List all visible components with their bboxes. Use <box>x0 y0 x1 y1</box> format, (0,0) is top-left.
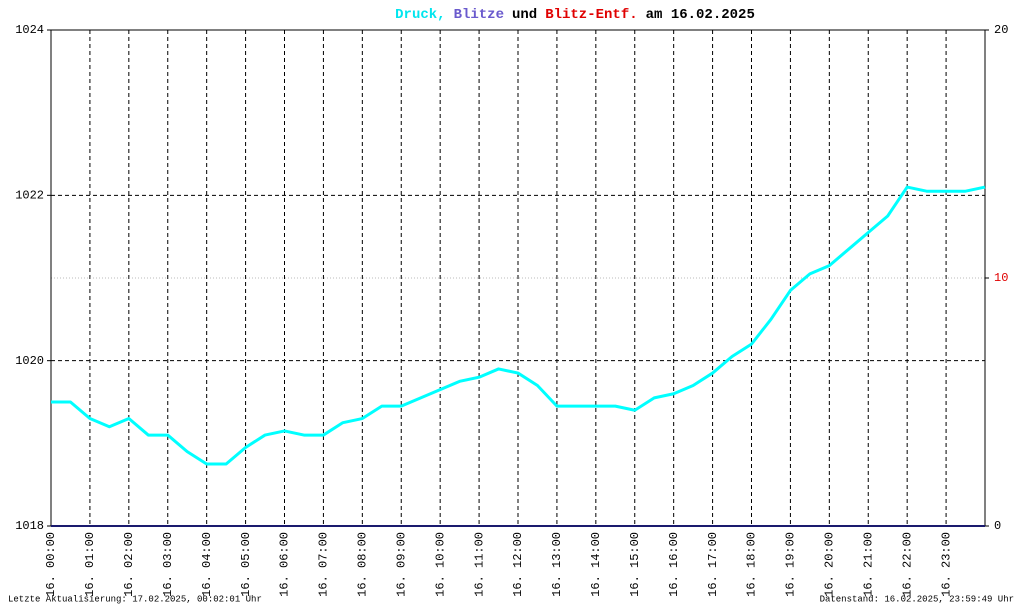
title-part: Blitze <box>454 7 504 23</box>
title-part: Druck, <box>395 7 445 23</box>
x-tick-label: 16. 13:00 <box>550 532 564 597</box>
chart-title: Druck, Blitze und Blitz-Entf. am 16.02.2025 <box>395 7 755 23</box>
x-tick-label: 16. 18:00 <box>745 532 759 597</box>
x-tick-label: 16. 23:00 <box>939 532 953 597</box>
x-tick-label: 16. 04:00 <box>200 532 214 597</box>
x-tick-label: 16. 08:00 <box>356 532 370 597</box>
x-tick-label: 16. 11:00 <box>472 532 486 597</box>
title-part: am 16.02.2025 <box>646 7 755 23</box>
x-tick-label: 16. 05:00 <box>239 532 253 597</box>
x-tick-label: 16. 06:00 <box>278 532 292 597</box>
y-tick-label: 1018 <box>15 519 44 533</box>
x-tick-label: 16. 03:00 <box>161 532 175 597</box>
y2-tick-label: 10 <box>994 271 1008 285</box>
footer-right: Datenstand: 16.02.2025, 23:59:49 Uhr <box>820 594 1014 604</box>
y2-tick-label: 20 <box>994 23 1008 37</box>
x-tick-label: 16. 16:00 <box>667 532 681 597</box>
x-tick-label: 16. 10:00 <box>433 532 447 597</box>
x-tick-label: 16. 20:00 <box>823 532 837 597</box>
title-part: Blitz-Entf. <box>545 7 637 23</box>
y-tick-label: 1024 <box>15 23 44 37</box>
y-tick-label: 1020 <box>15 354 44 368</box>
y-tick-label: 1022 <box>15 189 44 203</box>
x-tick-label: 16. 01:00 <box>83 532 97 597</box>
x-tick-label: 16. 14:00 <box>589 532 603 597</box>
x-tick-label: 16. 21:00 <box>861 532 875 597</box>
y2-tick-label: 0 <box>994 519 1001 533</box>
x-tick-label: 16. 15:00 <box>628 532 642 597</box>
x-tick-label: 16. 00:00 <box>44 532 58 597</box>
x-tick-label: 16. 19:00 <box>784 532 798 597</box>
title-part: und <box>512 7 537 23</box>
x-tick-label: 16. 09:00 <box>394 532 408 597</box>
footer-left: Letzte Aktualisierung: 17.02.2025, 00:02… <box>8 594 262 604</box>
x-tick-label: 16. 02:00 <box>122 532 136 597</box>
x-tick-label: 16. 07:00 <box>317 532 331 597</box>
line-series <box>51 185 986 466</box>
x-tick-label: 16. 22:00 <box>900 532 914 597</box>
x-tick-label: 16. 17:00 <box>706 532 720 597</box>
x-tick-label: 16. 12:00 <box>511 532 525 597</box>
